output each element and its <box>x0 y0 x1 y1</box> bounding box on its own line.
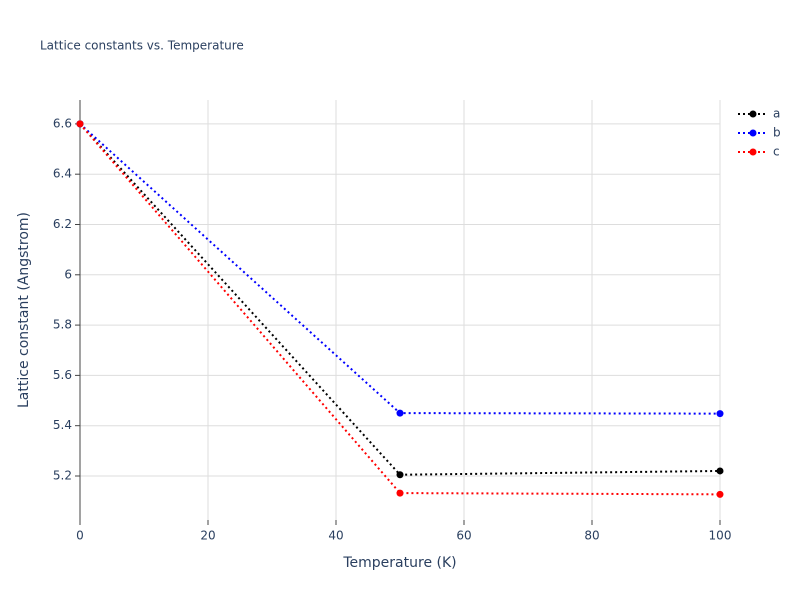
legend-label: b <box>773 126 781 140</box>
y-tick-label: 6 <box>64 267 72 281</box>
data-point <box>396 471 404 479</box>
x-tick-label: 0 <box>76 529 84 543</box>
y-tick-label: 5.6 <box>53 368 72 382</box>
x-tick-label: 40 <box>328 529 343 543</box>
x-tick-label: 100 <box>709 529 732 543</box>
x-tick-label: 20 <box>200 529 215 543</box>
legend-marker <box>749 110 757 118</box>
series-line <box>79 123 721 415</box>
y-tick-label: 6.2 <box>53 217 72 231</box>
data-point <box>396 489 404 497</box>
data-point <box>396 409 404 417</box>
data-point <box>76 120 84 128</box>
x-tick-label: 80 <box>584 529 599 543</box>
data-point <box>716 467 724 475</box>
series-line <box>79 123 721 496</box>
y-tick-label: 6.6 <box>53 116 72 130</box>
y-tick-label: 5.2 <box>53 468 72 482</box>
legend-label: c <box>773 145 780 159</box>
legend-label: a <box>773 107 780 121</box>
data-point <box>716 410 724 418</box>
legend-marker <box>749 129 757 137</box>
x-axis-label: Temperature (K) <box>342 555 456 571</box>
chart-title: Lattice constants vs. Temperature <box>40 39 244 53</box>
y-axis-label: Lattice constant (Angstrom) <box>16 212 32 408</box>
y-tick-label: 5.8 <box>53 318 72 332</box>
y-tick-label: 6.4 <box>53 167 72 181</box>
data-point <box>716 490 724 498</box>
x-tick-label: 60 <box>456 529 471 543</box>
y-tick-label: 5.4 <box>53 418 72 432</box>
series-line <box>79 123 721 476</box>
legend-marker <box>749 148 757 156</box>
